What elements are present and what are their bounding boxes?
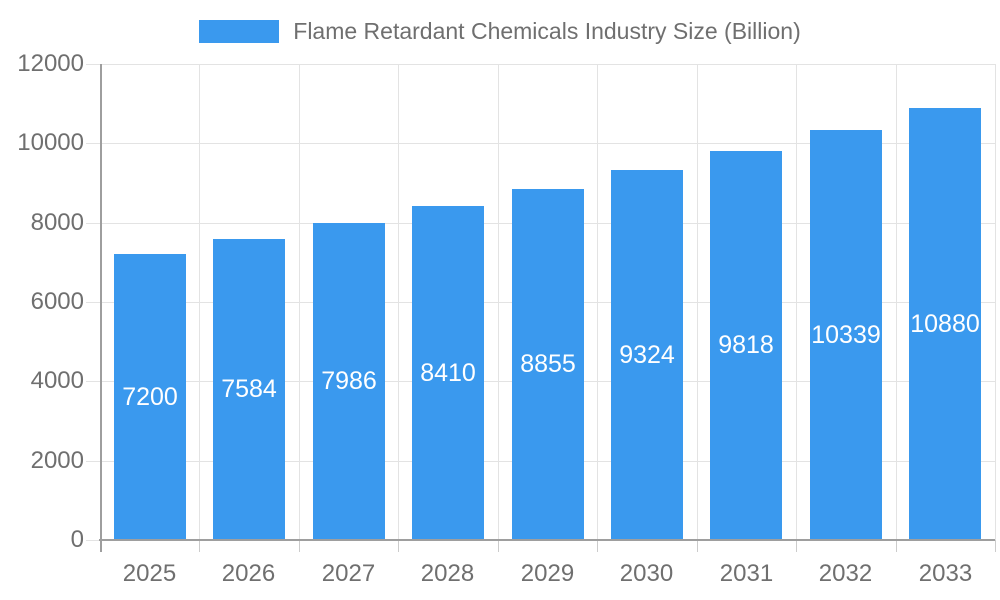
y-tick-label: 10000: [17, 129, 84, 156]
bar-value-label: 7584: [221, 375, 277, 403]
bar[interactable]: 8855: [512, 189, 584, 540]
axis-tick: [597, 540, 598, 552]
bar-value-label: 7986: [321, 367, 377, 395]
gridline: [199, 64, 200, 540]
axis-tick: [199, 540, 200, 552]
bar[interactable]: 10880: [909, 108, 981, 540]
bar-value-label: 10339: [811, 320, 881, 349]
legend-swatch: [199, 19, 280, 43]
x-tick-label: 2031: [719, 560, 774, 587]
bar[interactable]: 7584: [213, 239, 285, 540]
gridline: [86, 64, 995, 65]
chart-legend[interactable]: Flame Retardant Chemicals Industry Size …: [0, 17, 1000, 45]
axis-tick: [697, 540, 698, 552]
bar-value-label: 8410: [420, 358, 476, 387]
axis-tick: [995, 540, 996, 552]
axis-tick: [398, 540, 399, 552]
bar-value-label: 9818: [718, 331, 774, 359]
chart-title: Flame Retardant Chemicals Industry Size …: [293, 17, 801, 44]
gridline: [86, 143, 995, 144]
y-axis-line: [100, 64, 102, 552]
bar-value-label: 9324: [619, 340, 675, 369]
x-axis-line: [99, 539, 995, 541]
bar[interactable]: 7200: [114, 254, 186, 540]
bar[interactable]: 7986: [313, 223, 385, 540]
gridline: [398, 64, 399, 540]
y-tick-label: 2000: [30, 447, 84, 474]
x-tick-label: 2032: [818, 560, 873, 587]
x-tick-label: 2029: [520, 560, 575, 587]
bar[interactable]: 8410: [412, 206, 484, 540]
gridline: [597, 64, 598, 540]
gridline: [896, 64, 897, 540]
bar-value-label: 10880: [910, 309, 980, 338]
x-tick-label: 2026: [221, 560, 276, 587]
gridline: [299, 64, 300, 540]
x-tick-label: 2028: [420, 560, 475, 587]
y-tick-label: 0: [70, 526, 84, 553]
gridline: [498, 64, 499, 540]
x-tick-label: 2030: [619, 560, 674, 587]
x-tick-label: 2027: [321, 560, 376, 587]
x-tick-label: 2025: [122, 560, 177, 587]
gridline: [697, 64, 698, 540]
bar-value-label: 7200: [122, 382, 178, 411]
axis-tick: [498, 540, 499, 552]
y-tick-label: 8000: [30, 209, 84, 236]
axis-tick: [796, 540, 797, 552]
x-tick-label: 2033: [918, 560, 973, 587]
bar-value-label: 8855: [520, 350, 576, 378]
y-tick-label: 6000: [30, 288, 84, 315]
gridline: [995, 64, 996, 540]
bar[interactable]: 10339: [810, 130, 882, 540]
bar[interactable]: 9818: [710, 151, 782, 540]
y-tick-label: 4000: [30, 367, 84, 394]
gridline: [796, 64, 797, 540]
axis-tick: [896, 540, 897, 552]
y-tick-label: 12000: [17, 50, 84, 77]
axis-tick: [299, 540, 300, 552]
bar[interactable]: 9324: [611, 170, 683, 540]
